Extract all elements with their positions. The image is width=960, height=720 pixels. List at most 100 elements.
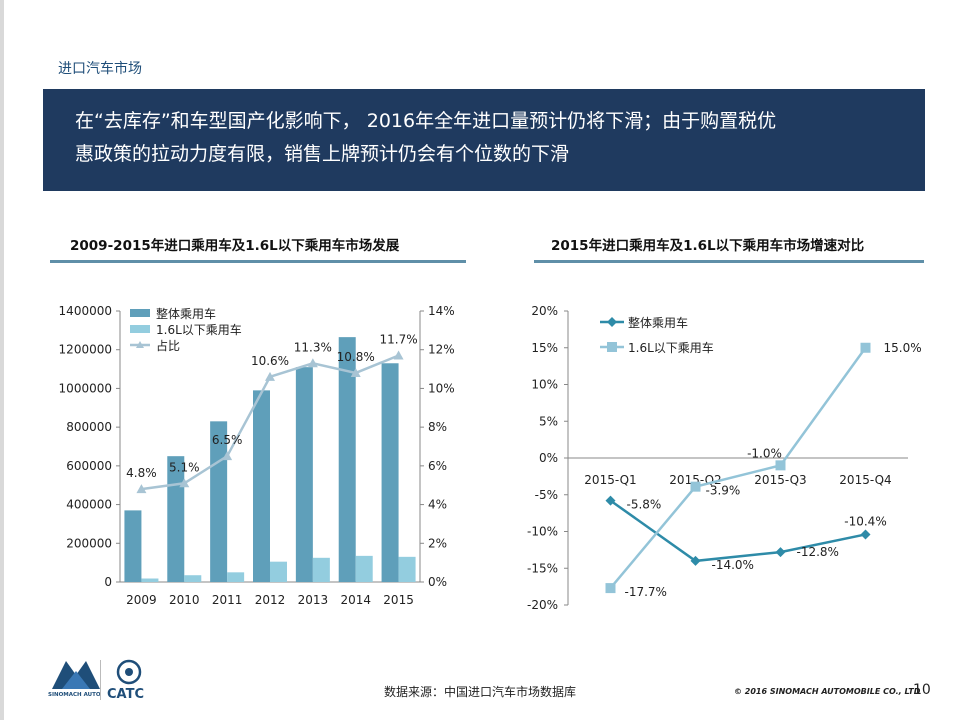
bar-small-2011 <box>227 572 245 582</box>
left-chart-title: 2009-2015年进口乘用车及1.6L以下乘用车市场发展 <box>70 238 400 254</box>
series-data-label: -5.8% <box>627 498 662 512</box>
series-point-2 <box>690 481 701 492</box>
right-tick-label: 10% <box>428 381 455 395</box>
series-point-2 <box>860 342 871 353</box>
left-tick-label: 1000000 <box>59 381 112 395</box>
legend-marker-share <box>136 341 144 348</box>
catc-logo-text: CATC <box>107 687 145 702</box>
legend-label-small: 1.6L以下乘用车 <box>156 322 242 337</box>
page-number: 10 <box>913 682 931 698</box>
bar-small-2014 <box>355 555 373 582</box>
series-data-label: -17.7% <box>625 585 667 599</box>
sinomach-auto-text: SINOMACH AUTO <box>48 692 101 698</box>
right-tick-label: 8% <box>428 420 447 434</box>
bar-small-2012 <box>270 561 287 582</box>
series-data-label: -3.9% <box>706 484 741 498</box>
logo-divider <box>100 660 101 700</box>
section-title: 进口汽车市场 <box>58 61 142 77</box>
share-point <box>265 371 275 381</box>
y-tick-label: 10% <box>531 378 558 392</box>
sinomach-auto-logo-icon <box>52 661 100 689</box>
legend-marker-1 <box>607 317 617 327</box>
series-data-label: 15.0% <box>884 341 922 355</box>
y-tick-label: 0% <box>539 451 558 465</box>
right-chart-title-rule <box>534 260 924 263</box>
series-line-2 <box>609 347 867 589</box>
right-tick-label: 4% <box>428 498 447 512</box>
legend-label-2: 1.6L以下乘用车 <box>628 340 714 355</box>
bar-total-2009 <box>124 510 142 582</box>
bar-total-2015 <box>381 363 399 582</box>
footer-logos: SINOMACH AUTO CATC <box>46 655 166 705</box>
right-tick-label: 2% <box>428 536 447 550</box>
y-tick-label: -5% <box>535 488 558 502</box>
legend-swatch-small <box>130 325 150 333</box>
headline-text: 在“去库存”和车型国产化影响下， 2016年全年进口量预计仍将下滑；由于购置税优… <box>75 105 905 171</box>
share-data-label: 11.7% <box>380 333 418 347</box>
share-data-label: 6.5% <box>212 433 243 447</box>
headline-line-2: 惠政策的拉动力度有限，销售上牌预计仍会有个位数的下滑 <box>75 143 570 165</box>
y-tick-label: -10% <box>527 525 558 539</box>
right-tick-label: 6% <box>428 459 447 473</box>
x-tick-label: 2014 <box>340 593 371 607</box>
bar-total-2011 <box>210 421 228 582</box>
share-point <box>179 478 190 488</box>
bar-small-2015 <box>398 556 416 582</box>
right-tick-label: 0% <box>428 575 447 589</box>
bar-total-2010 <box>167 456 185 582</box>
y-tick-label: -15% <box>527 561 558 575</box>
series-data-label: -12.8% <box>797 545 839 559</box>
data-source: 数据来源：中国进口汽车市场数据库 <box>383 685 576 699</box>
share-point <box>222 451 233 461</box>
left-tick-label: 800000 <box>66 420 112 434</box>
left-tick-label: 600000 <box>66 459 112 473</box>
x-tick-label: 2015-Q4 <box>839 473 891 487</box>
series-point-1 <box>775 547 786 558</box>
x-tick-label: 2011 <box>212 593 243 607</box>
series-point-2 <box>775 460 786 471</box>
bar-small-2013 <box>312 557 330 582</box>
copyright: © 2016 SINOMACH AUTOMOBILE CO., LTD <box>734 687 921 696</box>
left-chart-title-rule <box>50 260 466 263</box>
x-tick-label: 2015-Q1 <box>584 473 636 487</box>
headline-banner: 在“去库存”和车型国产化影响下， 2016年全年进口量预计仍将下滑；由于购置税优… <box>43 89 925 191</box>
series-point-1 <box>605 495 616 506</box>
share-point <box>136 484 147 494</box>
legend-swatch-total <box>130 309 150 317</box>
right-tick-label: 14% <box>428 304 455 318</box>
headline-line-1: 在“去库存”和车型国产化影响下， 2016年全年进口量预计仍将下滑；由于购置税优 <box>75 110 777 132</box>
y-tick-label: 5% <box>539 414 558 428</box>
series-data-label: -14.0% <box>712 558 754 572</box>
series-point-1 <box>860 529 871 540</box>
left-edge-strip <box>0 0 4 720</box>
legend-label-1: 整体乘用车 <box>628 315 688 330</box>
x-tick-label: 2010 <box>169 593 200 607</box>
left-tick-label: 1200000 <box>59 343 112 357</box>
x-tick-label: 2012 <box>255 593 286 607</box>
left-tick-label: 200000 <box>66 536 112 550</box>
legend-label-total: 整体乘用车 <box>156 306 216 321</box>
share-data-label: 10.8% <box>337 350 375 364</box>
bar-total-2014 <box>338 337 356 582</box>
share-data-label: 4.8% <box>126 466 157 480</box>
share-data-label: 5.1% <box>169 460 200 474</box>
series-point-1 <box>690 555 701 566</box>
series-point-2 <box>605 583 616 594</box>
series-data-label: -10.4% <box>844 514 886 528</box>
x-tick-label: 2013 <box>298 593 329 607</box>
legend-label-share: 占比 <box>156 338 180 353</box>
share-point <box>393 350 404 360</box>
share-point <box>307 358 318 368</box>
legend-marker-2 <box>607 342 617 352</box>
series-line-1 <box>609 499 866 563</box>
y-tick-label: -20% <box>527 598 558 612</box>
share-data-label: 11.3% <box>294 340 332 354</box>
x-tick-label: 2015-Q3 <box>754 473 806 487</box>
y-tick-label: 20% <box>531 304 558 318</box>
bar-small-2009 <box>141 578 159 582</box>
catc-logo-icon <box>116 659 142 685</box>
left-tick-label: 400000 <box>66 498 112 512</box>
y-tick-label: 15% <box>531 341 558 355</box>
